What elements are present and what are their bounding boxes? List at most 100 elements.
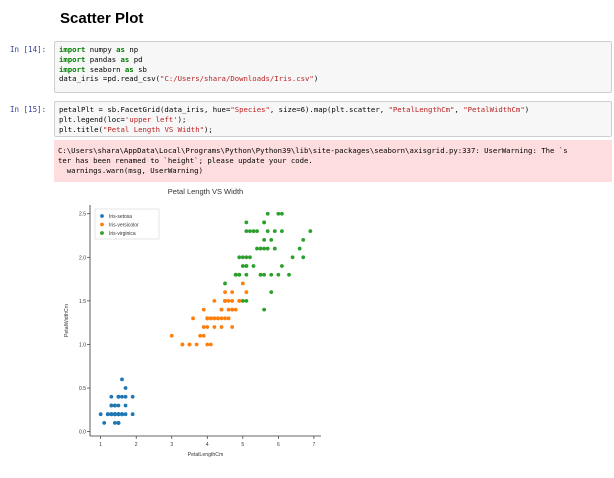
data-point-iris-setosa [105, 412, 110, 417]
data-point-iris-versicolor [244, 290, 249, 295]
data-point-iris-virginica [301, 255, 306, 260]
data-point-iris-versicolor [201, 325, 206, 329]
data-point-iris-setosa [116, 403, 121, 408]
data-point-iris-versicolor [205, 342, 210, 347]
data-point-iris-virginica [276, 211, 281, 216]
code-token: "Petal Length VS Width" [102, 124, 204, 134]
warning-line: ter has been renamed to `height`; please… [58, 155, 313, 165]
data-point-iris-versicolor [230, 298, 235, 303]
data-point-iris-virginica [223, 281, 227, 286]
data-point-iris-virginica [280, 264, 284, 268]
data-point-iris-virginica [280, 229, 284, 234]
data-point-iris-virginica [240, 255, 245, 260]
code-token: as [116, 45, 125, 54]
data-point-iris-versicolor [205, 316, 210, 321]
data-point-iris-virginica [290, 255, 295, 260]
data-point-iris-setosa [116, 412, 121, 417]
notebook-heading: Scatter Plot [60, 10, 144, 27]
data-point-iris-versicolor [223, 290, 227, 295]
x-tick-label: 6 [277, 442, 280, 448]
code-token: import [59, 45, 86, 54]
data-point-iris-virginica [308, 229, 313, 234]
code-line: import pandas as pd [59, 55, 607, 65]
data-point-iris-versicolor [233, 307, 238, 312]
x-axis-label: PetalLengthCm [188, 452, 224, 458]
data-point-iris-virginica [297, 246, 302, 251]
data-point-iris-virginica [244, 264, 249, 268]
code-token: ) [313, 74, 319, 84]
data-point-iris-virginica [287, 272, 291, 277]
data-point-iris-virginica [255, 229, 259, 234]
data-point-iris-versicolor [240, 281, 245, 286]
x-tick-label: 3 [170, 442, 173, 448]
data-point-iris-versicolor [201, 333, 206, 338]
data-point-iris-versicolor [212, 316, 217, 321]
data-point-iris-virginica [262, 307, 267, 312]
legend-marker [100, 214, 104, 218]
data-point-iris-versicolor [219, 325, 224, 329]
data-point-iris-virginica [233, 272, 238, 277]
x-tick-label: 1 [99, 442, 102, 448]
data-point-iris-virginica [265, 229, 270, 234]
code-token: data_iris =pd.read_csv( [59, 74, 161, 84]
code-token: pd [129, 54, 143, 64]
data-point-iris-versicolor [230, 307, 235, 312]
data-point-iris-virginica [265, 211, 270, 216]
data-point-iris-virginica [240, 264, 245, 268]
warning-line: warnings.warn(msg, UserWarning) [58, 165, 203, 175]
data-point-iris-setosa [112, 421, 117, 425]
cell-15-code-input[interactable]: petalPlt = sb.FacetGrid(data_iris, hue="… [54, 101, 612, 137]
data-point-iris-versicolor [169, 333, 174, 338]
data-point-iris-virginica [248, 229, 252, 234]
legend-marker [100, 222, 104, 227]
data-point-iris-versicolor [208, 316, 213, 321]
cell-15-prompt: In [15]: [10, 105, 47, 114]
code-token: plt.legend(loc= [59, 114, 125, 124]
data-point-iris-setosa [116, 394, 121, 399]
data-point-iris-setosa [130, 412, 135, 417]
code-token: , size=6).map(plt.scatter, [269, 105, 389, 114]
code-token: "C:/Users/shara/Downloads/Iris.csv" [160, 74, 314, 84]
data-point-iris-virginica [269, 237, 274, 242]
data-point-iris-virginica [269, 272, 274, 277]
x-tick-label: 7 [313, 442, 316, 448]
data-point-iris-versicolor [219, 307, 224, 312]
data-point-iris-setosa [123, 403, 128, 408]
x-tick-label: 2 [135, 442, 138, 448]
data-point-iris-virginica [244, 255, 249, 260]
y-tick-label: 0.5 [79, 386, 86, 392]
data-point-iris-virginica [244, 298, 249, 303]
data-point-iris-virginica [280, 211, 284, 216]
code-token: "PetalLengthCm" [388, 105, 455, 114]
data-point-iris-virginica [251, 229, 256, 234]
code-token: "Species" [230, 105, 270, 114]
data-point-iris-setosa [123, 386, 128, 390]
cell-14-code-input[interactable]: import numpy as np import pandas as pd imp… [54, 41, 612, 93]
data-point-iris-virginica [251, 264, 256, 268]
code-token: pandas [85, 54, 121, 64]
data-point-iris-versicolor [205, 325, 210, 329]
code-token: ); [177, 114, 187, 124]
data-point-iris-setosa [120, 394, 124, 399]
code-token: as [120, 54, 130, 64]
data-point-iris-versicolor [226, 307, 231, 312]
data-point-iris-virginica [301, 237, 306, 242]
data-point-iris-setosa [130, 394, 135, 399]
data-point-iris-versicolor [212, 298, 217, 303]
y-tick-label: 0.0 [79, 430, 86, 436]
data-point-iris-setosa [112, 412, 117, 417]
data-point-iris-versicolor [223, 298, 227, 303]
data-point-iris-setosa [109, 412, 114, 417]
code-line: data_iris =pd.read_csv("C:/Users/shara/D… [59, 74, 607, 84]
data-point-iris-setosa [123, 412, 128, 417]
code-token: as [124, 64, 134, 74]
legend-marker [100, 231, 104, 235]
data-point-iris-versicolor [230, 290, 235, 295]
data-point-iris-virginica [272, 246, 277, 251]
y-tick-label: 2.0 [79, 255, 86, 261]
cell-14-prompt: In [14]: [10, 45, 47, 54]
code-token: ); [203, 124, 213, 134]
chart-title: Petal Length VS Width [168, 187, 243, 196]
scatter-plot: Petal Length VS Width 1 2 3 4 5 6 7 0.0 0.5 1.0 1.5… [64, 187, 321, 458]
data-point-iris-setosa [98, 412, 103, 417]
